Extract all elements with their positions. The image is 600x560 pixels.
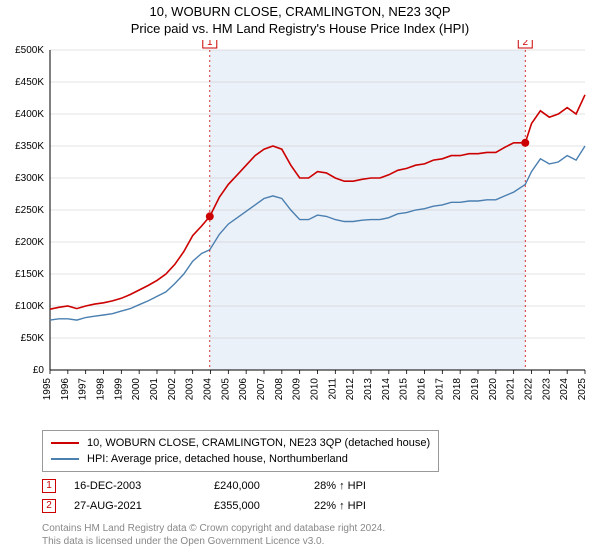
svg-text:2012: 2012 <box>345 378 356 401</box>
chart-svg: £0 £50K £100K £150K £200K £250K £300K £350K £400… <box>0 40 600 420</box>
sales-table: 1 16-DEC-2003 £240,000 28% ↑ HPI 2 27-AU… <box>42 476 434 516</box>
legend-row-price-paid: 10, WOBURN CLOSE, CRAMLINGTON, NE23 3QP … <box>51 435 430 451</box>
sale-diff-1: 28% ↑ HPI <box>314 480 434 492</box>
svg-text:£500K: £500K <box>15 45 44 56</box>
svg-text:2019: 2019 <box>470 378 481 401</box>
legend-label-hpi: HPI: Average price, detached house, Nort… <box>87 453 348 465</box>
svg-text:2023: 2023 <box>541 378 552 401</box>
svg-text:1996: 1996 <box>60 378 71 401</box>
svg-text:2016: 2016 <box>417 378 428 401</box>
svg-text:2018: 2018 <box>452 378 463 401</box>
svg-text:2025: 2025 <box>577 378 588 401</box>
svg-text:£250K: £250K <box>15 205 44 216</box>
svg-text:1995: 1995 <box>42 378 53 401</box>
sale-date-1: 16-DEC-2003 <box>74 480 214 492</box>
footnote-line2: This data is licensed under the Open Gov… <box>42 535 385 548</box>
sale-row-2: 2 27-AUG-2021 £355,000 22% ↑ HPI <box>42 496 434 516</box>
svg-text:2002: 2002 <box>167 378 178 401</box>
sale-marker-1: 1 <box>42 479 56 493</box>
svg-text:2004: 2004 <box>203 378 214 401</box>
legend-swatch-hpi <box>51 458 79 460</box>
svg-text:2: 2 <box>522 40 528 48</box>
svg-text:2021: 2021 <box>506 378 517 401</box>
svg-text:1999: 1999 <box>113 378 124 401</box>
svg-text:2005: 2005 <box>220 378 231 401</box>
svg-text:2013: 2013 <box>363 378 374 401</box>
legend-label-price-paid: 10, WOBURN CLOSE, CRAMLINGTON, NE23 3QP … <box>87 437 430 449</box>
sale-diff-2: 22% ↑ HPI <box>314 500 434 512</box>
footnote-line1: Contains HM Land Registry data © Crown c… <box>42 522 385 535</box>
svg-text:2006: 2006 <box>238 378 249 401</box>
svg-text:2001: 2001 <box>149 378 160 401</box>
svg-text:2010: 2010 <box>310 378 321 401</box>
svg-text:2015: 2015 <box>399 378 410 401</box>
svg-text:2007: 2007 <box>256 378 267 401</box>
svg-text:2024: 2024 <box>559 378 570 401</box>
chart-area: £0 £50K £100K £150K £200K £250K £300K £350K £400… <box>0 40 600 420</box>
sale-price-2: £355,000 <box>214 500 314 512</box>
svg-text:2008: 2008 <box>274 378 285 401</box>
svg-text:£200K: £200K <box>15 237 44 248</box>
legend-swatch-price-paid <box>51 442 79 444</box>
svg-text:2017: 2017 <box>434 378 445 401</box>
chart-container: 10, WOBURN CLOSE, CRAMLINGTON, NE23 3QP … <box>0 0 600 560</box>
title-subtitle: Price paid vs. HM Land Registry's House … <box>0 21 600 36</box>
svg-text:2011: 2011 <box>327 378 338 400</box>
svg-text:£400K: £400K <box>15 109 44 120</box>
svg-text:£350K: £350K <box>15 141 44 152</box>
svg-text:1: 1 <box>207 40 213 48</box>
footnote: Contains HM Land Registry data © Crown c… <box>42 522 385 548</box>
svg-text:2000: 2000 <box>131 378 142 401</box>
sale-row-1: 1 16-DEC-2003 £240,000 28% ↑ HPI <box>42 476 434 496</box>
svg-text:£150K: £150K <box>15 269 44 280</box>
legend: 10, WOBURN CLOSE, CRAMLINGTON, NE23 3QP … <box>42 430 439 472</box>
svg-text:£0: £0 <box>33 365 45 376</box>
svg-text:£300K: £300K <box>15 173 44 184</box>
svg-text:2020: 2020 <box>488 378 499 401</box>
sale-marker-2: 2 <box>42 499 56 513</box>
title-address: 10, WOBURN CLOSE, CRAMLINGTON, NE23 3QP <box>0 4 600 19</box>
sale-date-2: 27-AUG-2021 <box>74 500 214 512</box>
svg-text:2022: 2022 <box>524 378 535 401</box>
sale-price-1: £240,000 <box>214 480 314 492</box>
svg-text:£100K: £100K <box>15 301 44 312</box>
svg-text:2014: 2014 <box>381 378 392 401</box>
legend-row-hpi: HPI: Average price, detached house, Nort… <box>51 451 430 467</box>
svg-text:1998: 1998 <box>96 378 107 401</box>
svg-text:£50K: £50K <box>21 333 45 344</box>
svg-text:2009: 2009 <box>292 378 303 401</box>
chart-titles: 10, WOBURN CLOSE, CRAMLINGTON, NE23 3QP … <box>0 0 600 36</box>
svg-text:1997: 1997 <box>78 378 89 401</box>
svg-text:£450K: £450K <box>15 77 44 88</box>
svg-text:2003: 2003 <box>185 378 196 401</box>
